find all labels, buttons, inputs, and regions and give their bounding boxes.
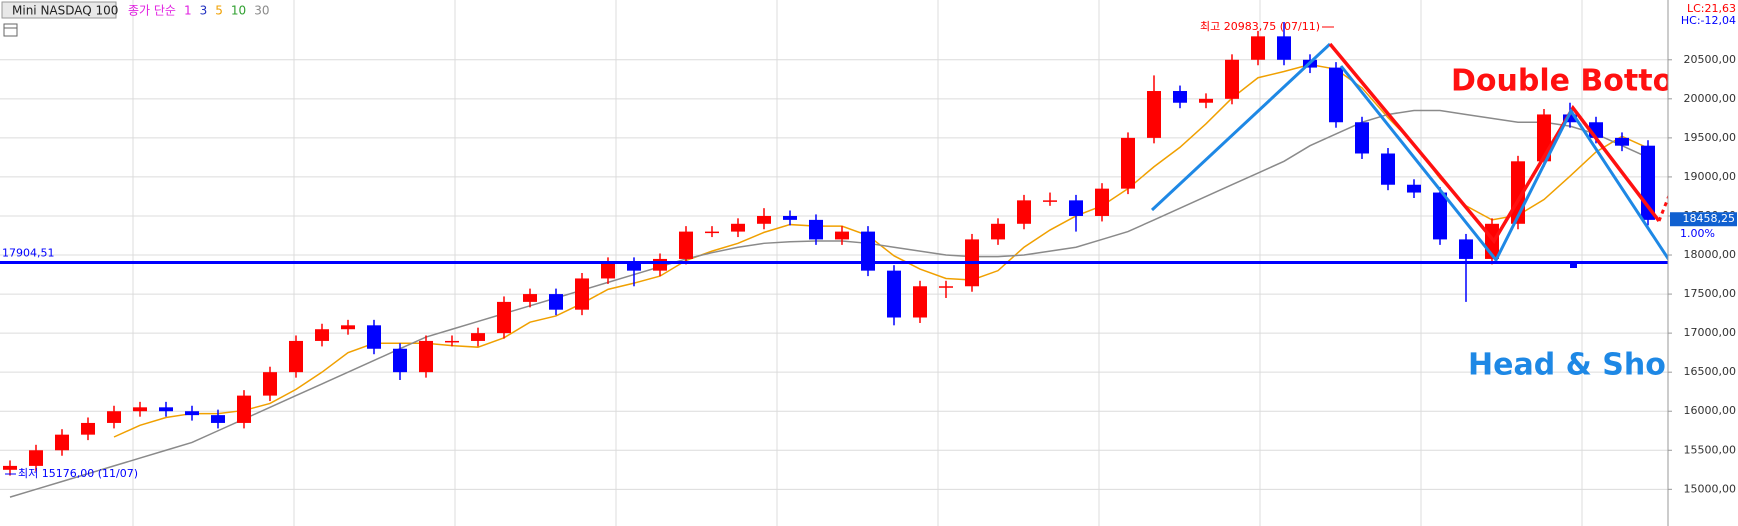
candle-body bbox=[627, 262, 641, 271]
candle-body bbox=[1069, 200, 1083, 216]
icon bbox=[3, 23, 18, 37]
candle-body bbox=[1381, 153, 1395, 185]
level-label: 17904,51 bbox=[2, 246, 55, 259]
candle-body bbox=[1615, 137, 1629, 146]
candle-body bbox=[939, 286, 953, 288]
y-tick-label: 17000,00 bbox=[1684, 326, 1737, 339]
candle-body bbox=[367, 325, 381, 349]
candle-body bbox=[549, 294, 563, 310]
candle-body bbox=[55, 434, 69, 451]
candle-body bbox=[1147, 91, 1161, 138]
candle-body bbox=[913, 286, 927, 318]
legend-item: 10 bbox=[231, 4, 246, 18]
candle-body bbox=[705, 231, 719, 234]
candle-body bbox=[393, 348, 407, 373]
y-tick-label: 18000,00 bbox=[1684, 248, 1737, 261]
low-note: 최저 15176,00 (11/07) bbox=[18, 467, 138, 480]
candle-body bbox=[1043, 200, 1057, 202]
candle-body bbox=[419, 340, 433, 373]
candle-body bbox=[1017, 200, 1031, 224]
candle-body bbox=[1407, 184, 1421, 193]
candle-body bbox=[497, 301, 511, 334]
legend-item: 1 bbox=[184, 4, 192, 18]
legend-item: 3 bbox=[200, 4, 208, 18]
candle-body bbox=[731, 223, 745, 232]
candle-body bbox=[211, 415, 225, 423]
candle-body bbox=[861, 231, 875, 271]
axis-panel bbox=[1668, 0, 1738, 526]
lc-label: LC:21,63 bbox=[1687, 2, 1736, 15]
level-marker bbox=[1570, 261, 1577, 268]
symbol: Mini NASDAQ 100 bbox=[12, 4, 118, 18]
candle-body bbox=[185, 411, 199, 416]
moving-average bbox=[9, 109, 1649, 498]
y-tick-label: 20500,00 bbox=[1684, 53, 1737, 66]
candle-body bbox=[81, 422, 95, 435]
y-tick-label: 19500,00 bbox=[1684, 131, 1737, 144]
candle-body bbox=[237, 395, 251, 423]
y-tick-label: 15000,00 bbox=[1684, 482, 1737, 495]
candle-body bbox=[315, 329, 329, 341]
candle-body bbox=[133, 407, 147, 412]
candle-body bbox=[601, 262, 615, 279]
candle-body bbox=[653, 258, 667, 271]
candle-body bbox=[289, 340, 303, 373]
candle-body bbox=[757, 215, 771, 224]
candle-body bbox=[1433, 192, 1447, 240]
hc-label: HC:-12,04 bbox=[1681, 14, 1736, 27]
legend-item: 30 bbox=[254, 4, 269, 18]
y-tick-label: 16500,00 bbox=[1684, 365, 1737, 378]
candle-body bbox=[159, 407, 173, 412]
candle-body bbox=[1277, 36, 1291, 60]
candle-body bbox=[263, 372, 277, 396]
candle-body bbox=[835, 231, 849, 240]
candle-body bbox=[523, 294, 537, 302]
candle-body bbox=[783, 215, 797, 220]
candle-body bbox=[1199, 98, 1213, 103]
candle-body bbox=[575, 278, 589, 310]
candle-body bbox=[1329, 67, 1343, 123]
y-tick-label: 16000,00 bbox=[1684, 404, 1737, 417]
candle-body bbox=[991, 223, 1005, 240]
candle-body bbox=[1121, 137, 1135, 189]
candle-body bbox=[1225, 59, 1239, 99]
candle-body bbox=[887, 270, 901, 318]
y-tick-label: 19000,00 bbox=[1684, 170, 1737, 183]
candle-body bbox=[1459, 239, 1473, 259]
y-axis: LC:21,63 HC:-12,04 15000,00 15500,00 16000… bbox=[1667, 0, 1738, 526]
double-bottom-line bbox=[1328, 42, 1661, 245]
candle-body bbox=[107, 411, 121, 423]
candle-body bbox=[1355, 122, 1369, 154]
candle-body bbox=[471, 333, 485, 341]
head-shoulder-line bbox=[1339, 65, 1675, 267]
ma-label: 종가 단순 bbox=[128, 4, 176, 18]
header: Mini NASDAQ 100 종가 단순 1 3 5 10 30 bbox=[1, 1, 269, 37]
candle-body bbox=[1251, 36, 1265, 60]
candle-body bbox=[1563, 114, 1577, 123]
candle-body bbox=[809, 219, 823, 240]
symbol-box bbox=[1, 1, 117, 19]
candle-body bbox=[679, 231, 693, 259]
pattern-label: Double Bottom bbox=[1451, 64, 1704, 99]
legend-item: 5 bbox=[215, 4, 223, 18]
candle-body bbox=[29, 450, 43, 466]
y-tick-label: 17500,00 bbox=[1684, 287, 1737, 300]
candle-body bbox=[1173, 91, 1187, 103]
candle-body bbox=[3, 465, 17, 470]
change-label: 1.00% bbox=[1680, 227, 1715, 240]
y-tick-label: 20000,00 bbox=[1684, 92, 1737, 105]
last-price-box bbox=[1670, 212, 1737, 227]
y-tick-label: 15500,00 bbox=[1684, 443, 1737, 456]
last-price-label: 18458,25 bbox=[1683, 212, 1736, 225]
candles bbox=[3, 21, 1655, 476]
candle-body bbox=[1095, 188, 1109, 216]
high-note: 최고 20983,75 (07/11) bbox=[1200, 20, 1320, 33]
candle-body bbox=[445, 340, 459, 343]
candle-body bbox=[341, 325, 355, 330]
trend-line bbox=[1150, 42, 1332, 212]
